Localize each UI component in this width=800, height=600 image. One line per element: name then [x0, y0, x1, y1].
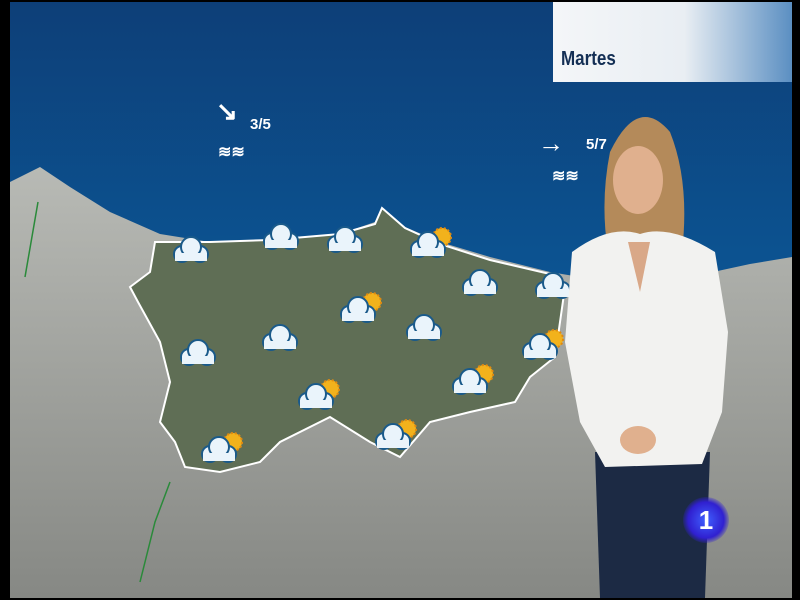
wave-height: 5/7 [586, 136, 607, 153]
cloudy-icon [262, 324, 298, 351]
presenter [565, 116, 728, 598]
weather-broadcast: Martes ↘ 3/5 ≋≋ → 5/7 ≋≋ 1 [10, 2, 792, 598]
cloudy-icon [263, 223, 299, 250]
region-asturias [128, 206, 567, 474]
cloudy-icon [535, 272, 571, 299]
partly-cloudy-icon [410, 227, 452, 258]
partly-cloudy-icon [298, 379, 340, 410]
arrow-southeast-icon: ↘ [216, 96, 238, 126]
weather-map [10, 2, 792, 598]
partly-cloudy-icon [375, 419, 417, 450]
cloudy-icon [173, 236, 209, 263]
cloudy-icon [327, 226, 363, 253]
arrow-east-icon: → [538, 128, 564, 158]
cloudy-icon [462, 269, 498, 296]
day-banner: Martes [553, 2, 792, 82]
waves-icon: ≋≋ [552, 168, 579, 185]
partly-cloudy-icon [201, 432, 243, 463]
wave-height: 3/5 [250, 116, 271, 133]
partly-cloudy-icon [340, 292, 382, 323]
day-label: Martes [561, 48, 616, 70]
channel-logo: 1 [683, 497, 729, 543]
partly-cloudy-icon [522, 329, 564, 360]
cloudy-icon [180, 339, 216, 366]
waves-icon: ≋≋ [218, 144, 245, 161]
partly-cloudy-icon [452, 364, 494, 395]
cloudy-icon [406, 314, 442, 341]
